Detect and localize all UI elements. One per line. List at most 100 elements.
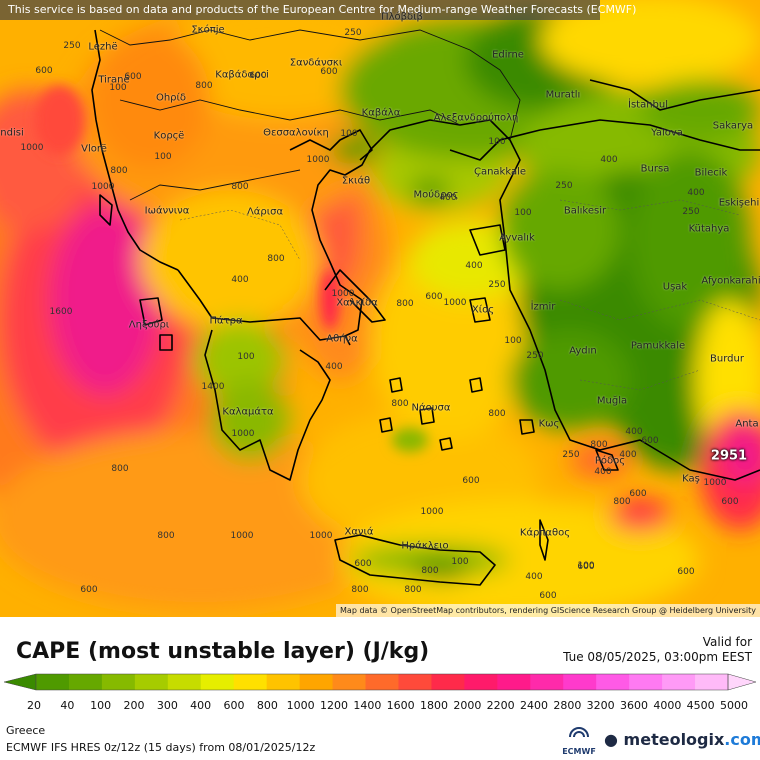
contour-label: 600 bbox=[35, 66, 53, 76]
color-scale-segment bbox=[497, 674, 531, 690]
color-scale-tick: 1600 bbox=[386, 699, 415, 712]
map-attribution: Map data © OpenStreetMap contributors, r… bbox=[336, 604, 760, 617]
contour-label: 400 bbox=[439, 193, 457, 203]
contour-label: 600 bbox=[249, 71, 267, 81]
place-label: Λάρισα bbox=[246, 206, 284, 218]
contour-label: 1000 bbox=[420, 507, 444, 517]
color-scale-segment bbox=[266, 674, 301, 690]
contour-label: 600 bbox=[80, 585, 98, 595]
color-scale-tick: 1400 bbox=[353, 699, 382, 712]
color-scale-tick: 1800 bbox=[420, 699, 448, 712]
place-label: Uşak bbox=[662, 281, 688, 293]
contour-label: 400 bbox=[594, 467, 612, 477]
model-info: ECMWF IFS HRES 0z/12z (15 days) from 08/… bbox=[6, 741, 316, 754]
contour-label: 100 bbox=[504, 336, 522, 346]
color-scale-tick: 800 bbox=[256, 699, 278, 712]
legend-panel: CAPE (most unstable layer) (J/kg) Valid … bbox=[0, 617, 760, 760]
place-label: Κορçë bbox=[153, 130, 185, 142]
contour-label: 800 bbox=[111, 464, 129, 474]
contour-label: 800 bbox=[404, 585, 422, 595]
brand-logo[interactable]: ● meteologix.com bbox=[604, 730, 760, 749]
valid-time: Tue 08/05/2025, 03:00pm EEST bbox=[563, 650, 752, 664]
contour-label: 600 bbox=[320, 67, 338, 77]
contour-label: 600 bbox=[629, 489, 647, 499]
contour-label: 100 bbox=[514, 208, 532, 218]
color-scale-segment bbox=[563, 674, 597, 690]
contour-label: 100 bbox=[451, 557, 469, 567]
contour-label: 250 bbox=[555, 181, 573, 191]
color-scale-tick: 100 bbox=[90, 699, 112, 712]
color-scale-segment bbox=[233, 674, 268, 690]
place-label: Καβάλα bbox=[361, 107, 401, 119]
ecmwf-logo-icon bbox=[567, 727, 591, 747]
place-label: Edirne bbox=[492, 49, 524, 61]
color-scale-segment bbox=[365, 674, 399, 690]
contour-label: 1600 bbox=[49, 307, 73, 317]
place-label: Νάουσα bbox=[411, 402, 451, 414]
contour-label: 600 bbox=[577, 562, 595, 572]
color-scale-segment bbox=[596, 674, 630, 690]
place-label: Χαλκίδα bbox=[336, 297, 378, 309]
place-label: Σκιάθ bbox=[341, 175, 371, 187]
contour-label: 1000 bbox=[443, 298, 467, 308]
place-label: Αθήνα bbox=[326, 333, 358, 345]
place-label: Afyonkarahi bbox=[701, 275, 760, 287]
place-label: Pamukkale bbox=[630, 340, 686, 352]
place-label: Κως bbox=[538, 418, 560, 430]
color-scale-tick: 400 bbox=[190, 699, 212, 712]
contour-label: 1000 bbox=[231, 429, 255, 439]
contour-label: 100 bbox=[488, 137, 506, 147]
map-title: CAPE (most unstable layer) (J/kg) bbox=[16, 639, 430, 664]
place-label: Ηράκλειο bbox=[401, 540, 449, 552]
contour-label: 600 bbox=[677, 567, 695, 577]
contour-label: 1400 bbox=[201, 382, 225, 392]
place-label: Kütahya bbox=[688, 223, 730, 235]
contour-label: 800 bbox=[110, 166, 128, 176]
contour-label: 800 bbox=[195, 81, 213, 91]
place-label: Muratlı bbox=[545, 89, 581, 101]
place-label: Kaş bbox=[682, 473, 700, 485]
place-label: Θεσσαλονίκη bbox=[263, 127, 329, 139]
brand-name: meteologix bbox=[623, 730, 725, 749]
ecmwf-logo: ECMWF bbox=[562, 725, 596, 756]
place-label: Σκόπje bbox=[191, 24, 225, 36]
color-scale-tick: 2400 bbox=[520, 699, 548, 712]
contour-label: 600 bbox=[539, 591, 557, 601]
contour-label: 800 bbox=[396, 299, 414, 309]
contour-label: 100 bbox=[109, 83, 127, 93]
color-scale-outline bbox=[35, 673, 729, 691]
contour-label: 400 bbox=[465, 261, 483, 271]
color-scale-segment bbox=[695, 674, 729, 690]
place-label: Ληξούρι bbox=[128, 319, 170, 331]
contour-label: 400 bbox=[625, 427, 643, 437]
color-scale-segment bbox=[299, 674, 334, 690]
color-scale-tick: 2800 bbox=[553, 699, 582, 712]
ecmwf-logo-text: ECMWF bbox=[562, 747, 596, 756]
color-scale-segment bbox=[398, 674, 432, 690]
place-label: ndisi bbox=[0, 127, 24, 139]
brand-globe-icon: ● bbox=[604, 730, 618, 749]
color-scale-tick: 3200 bbox=[586, 699, 615, 712]
place-label: Αλεξανδρούπολη bbox=[433, 112, 519, 124]
color-scale-tick: 3600 bbox=[620, 699, 648, 712]
color-scale-tick: 2200 bbox=[486, 699, 515, 712]
cape-map[interactable]: This service is based on data and produc… bbox=[0, 0, 760, 617]
place-label: Balıkesir bbox=[563, 205, 607, 217]
place-label: Κάρπαθος bbox=[519, 527, 571, 539]
color-scale-segment bbox=[36, 674, 70, 690]
place-label: Burdur bbox=[710, 353, 744, 365]
contour-label: 250 bbox=[562, 450, 580, 460]
place-label: Πλόβδιβ bbox=[381, 11, 423, 23]
contour-label: 250 bbox=[63, 41, 81, 51]
color-scale-tick: 1200 bbox=[320, 699, 348, 712]
contour-label: 800 bbox=[421, 566, 439, 576]
contour-label: 600 bbox=[124, 72, 142, 82]
color-scale-tick: 600 bbox=[223, 699, 245, 712]
contour-label: 250 bbox=[344, 28, 362, 38]
contour-label: 400 bbox=[619, 450, 637, 460]
place-label: Πάτρα bbox=[209, 315, 243, 327]
contour-label: 800 bbox=[391, 399, 409, 409]
contour-label: 1000 bbox=[20, 143, 44, 153]
place-label: Muğla bbox=[596, 395, 628, 407]
place-label: Tiranë bbox=[98, 74, 130, 86]
